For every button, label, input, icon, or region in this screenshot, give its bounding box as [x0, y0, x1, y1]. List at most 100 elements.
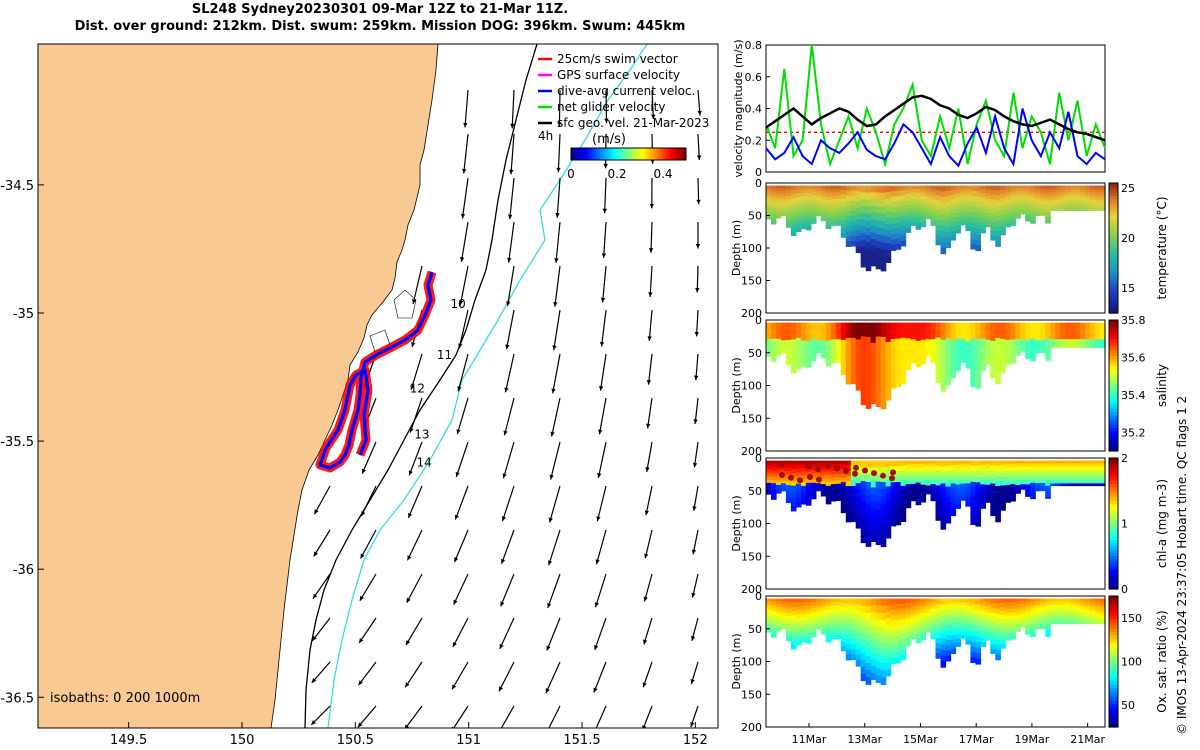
chl-a-cell	[776, 466, 782, 470]
temperature-colorbar-cell	[1109, 251, 1118, 256]
temperature-cell	[776, 185, 782, 189]
oxygen-cell	[870, 672, 877, 680]
salinity-cell	[910, 322, 917, 327]
chl-a-cell	[940, 517, 947, 524]
oxygen-cell	[1015, 620, 1021, 624]
temperature-cell	[955, 201, 961, 206]
chl-a-cell	[815, 488, 822, 492]
chl-a-cell	[900, 480, 907, 487]
oxygen-cell	[880, 655, 887, 664]
oxygen-cell	[940, 610, 947, 617]
salinity-cell	[776, 322, 782, 326]
salinity-cell	[895, 360, 902, 366]
temperature-y-tick-label: 0	[755, 177, 762, 190]
chl-a-cell	[845, 491, 852, 497]
chl-a-cell	[905, 468, 912, 473]
oxygen-cell	[975, 636, 981, 643]
oxygen-cell	[1030, 630, 1036, 634]
temperature-cell	[915, 221, 922, 227]
temperature-cell	[870, 245, 877, 253]
oxygen-cell	[1075, 621, 1081, 625]
temperature-cell	[945, 242, 952, 249]
oxygen-cell	[935, 638, 942, 644]
oxygen-cell	[965, 621, 971, 626]
temperature-cell	[835, 211, 842, 216]
oxygen-cell	[1050, 604, 1056, 608]
salinity-cell	[1055, 343, 1061, 347]
temperature-cell	[835, 185, 842, 190]
chl-a-cell	[930, 460, 937, 465]
oxygen-cell	[870, 639, 877, 647]
current-arrowhead	[642, 682, 647, 688]
chl-a-cell	[925, 477, 932, 481]
temperature-cell	[950, 230, 957, 236]
temperature-cell	[870, 252, 877, 260]
oxygen-cell	[955, 618, 961, 624]
chl-a-cell	[795, 499, 802, 504]
salinity-cell	[1075, 335, 1081, 338]
salinity-cell	[1075, 337, 1081, 340]
salinity-cell	[890, 376, 897, 383]
oxygen-cell	[1075, 617, 1081, 620]
salinity-cell	[1005, 339, 1011, 344]
salinity-cell	[840, 322, 847, 328]
chl-a-cell	[880, 503, 887, 512]
salinity-cell	[885, 348, 892, 356]
chl-a-cell	[766, 471, 772, 476]
oxygen-cell	[880, 605, 887, 614]
oxygen-cell	[965, 628, 971, 634]
oxygen-cell	[1080, 621, 1086, 625]
temperature-cell	[855, 235, 862, 242]
temperature-colorbar-cell	[1109, 235, 1118, 239]
salinity-cell	[1080, 341, 1086, 344]
salinity-cell	[880, 387, 887, 395]
oxygen-cell	[1030, 604, 1036, 609]
salinity-cell	[785, 340, 792, 345]
salinity-cell	[950, 322, 957, 328]
chl-a-cell	[975, 466, 981, 473]
oxygen-cell	[790, 632, 797, 637]
salinity-cell	[915, 355, 922, 360]
chl-a-cell	[1015, 468, 1021, 473]
salinity-cell	[1095, 330, 1101, 334]
oxygen-cell	[900, 598, 907, 605]
chl-a-cell	[1015, 460, 1021, 464]
temperature-cell	[895, 201, 902, 208]
bay-jervis	[393, 289, 417, 319]
salinity-cell	[1035, 327, 1041, 331]
chl-a-cell	[985, 460, 991, 465]
oxygen-cell	[850, 624, 857, 630]
oxygen-cell	[795, 629, 802, 634]
colorbar-cell	[649, 148, 652, 160]
oxygen-cell	[1055, 611, 1061, 614]
oxygen-cell	[1035, 618, 1041, 622]
temperature-cell	[1065, 195, 1071, 199]
temperature-cell	[781, 195, 787, 199]
temperature-cell	[995, 226, 1001, 232]
chl-a-cell	[1000, 493, 1006, 499]
current-arrow	[510, 133, 515, 175]
oxygen-cell	[771, 634, 777, 638]
temperature-colorbar-cell	[1109, 205, 1118, 210]
salinity-cell	[880, 365, 887, 374]
temperature-cell	[771, 204, 777, 209]
current-arrow	[599, 353, 607, 391]
oxygen-cell	[875, 661, 882, 670]
chl-a-cell	[840, 508, 847, 514]
chl-a-cell	[860, 522, 867, 530]
temperature-cell	[1055, 206, 1061, 209]
chl-a-cell	[905, 464, 912, 469]
chl-a-cell	[1000, 489, 1006, 495]
salinity-cell	[835, 359, 842, 363]
salinity-cell	[820, 352, 827, 356]
chl-a-cell	[865, 503, 872, 512]
salinity-cell	[910, 329, 917, 334]
oxygen-cell	[825, 631, 832, 636]
temperature-cell	[945, 185, 952, 192]
chl-a-cell	[820, 478, 827, 482]
oxygen-cell	[1015, 623, 1021, 627]
oxygen-cell	[776, 622, 782, 627]
chl-a-cell	[890, 482, 897, 489]
temperature-cell	[975, 228, 981, 235]
temperature-cell	[815, 208, 822, 212]
